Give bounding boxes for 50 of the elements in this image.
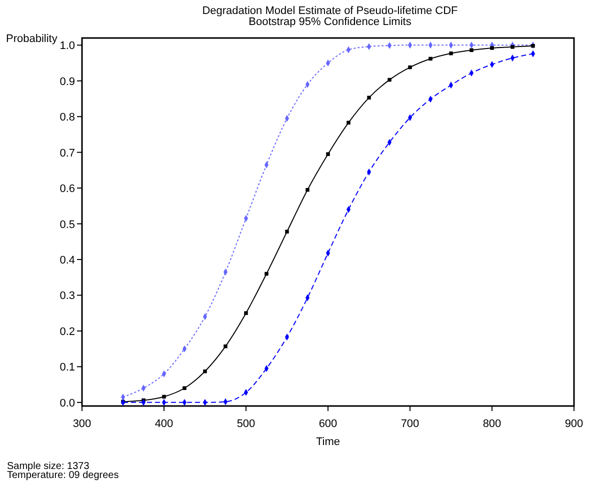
point [162, 394, 166, 399]
point [367, 96, 371, 100]
point [182, 386, 186, 390]
point [387, 42, 392, 49]
point [264, 365, 269, 372]
y-tick-label: 0.1 [60, 362, 75, 374]
point [510, 45, 514, 49]
y-tick-label: 0.7 [60, 147, 75, 160]
y-tick-label: 0.9 [60, 76, 75, 88]
y-tick-label: 0.2 [60, 326, 75, 338]
point [285, 230, 289, 234]
point [346, 120, 350, 125]
point [264, 272, 268, 276]
y-tick-label: 0.6 [60, 183, 75, 196]
y-tick-label: 0.8 [60, 112, 75, 124]
x-tick-label: 500 [236, 418, 256, 430]
x-tick-label: 300 [72, 418, 92, 430]
point [326, 60, 330, 66]
point [203, 369, 207, 374]
point [470, 48, 474, 52]
x-tick-label: 400 [154, 418, 174, 430]
point [366, 168, 372, 176]
chart-subtitle: Bootstrap 95% Confidence Limits [248, 16, 412, 28]
point [326, 152, 330, 156]
point [388, 78, 392, 82]
y-tick-label: 1.0 [60, 40, 75, 52]
point [428, 56, 432, 61]
point [449, 51, 453, 56]
y-tick-label: 0.3 [60, 290, 75, 302]
text: Sample size: 1373 [7, 461, 90, 472]
point [469, 70, 474, 76]
point [224, 344, 228, 348]
point [408, 65, 412, 70]
y-tick-label: 0.4 [60, 254, 75, 267]
chart-title: Degradation Model Estimate of Pseudo-lifetime CDF [202, 5, 458, 17]
point [346, 206, 351, 213]
point [306, 188, 310, 192]
x-axis-title: Time [316, 436, 340, 448]
point [510, 54, 515, 62]
x-tick-label: 900 [564, 418, 584, 430]
y-axis-title: Probability [6, 33, 58, 45]
point [244, 311, 248, 315]
x-tick-label: 800 [482, 418, 502, 430]
text: Temperature: 09 degrees [7, 470, 119, 481]
y-tick-label: 0.5 [60, 218, 75, 231]
point [223, 268, 228, 276]
x-tick-label: 600 [318, 418, 338, 430]
point [490, 46, 494, 50]
x-tick-label: 700 [400, 418, 420, 430]
y-tick-label: 0.0 [60, 397, 75, 410]
